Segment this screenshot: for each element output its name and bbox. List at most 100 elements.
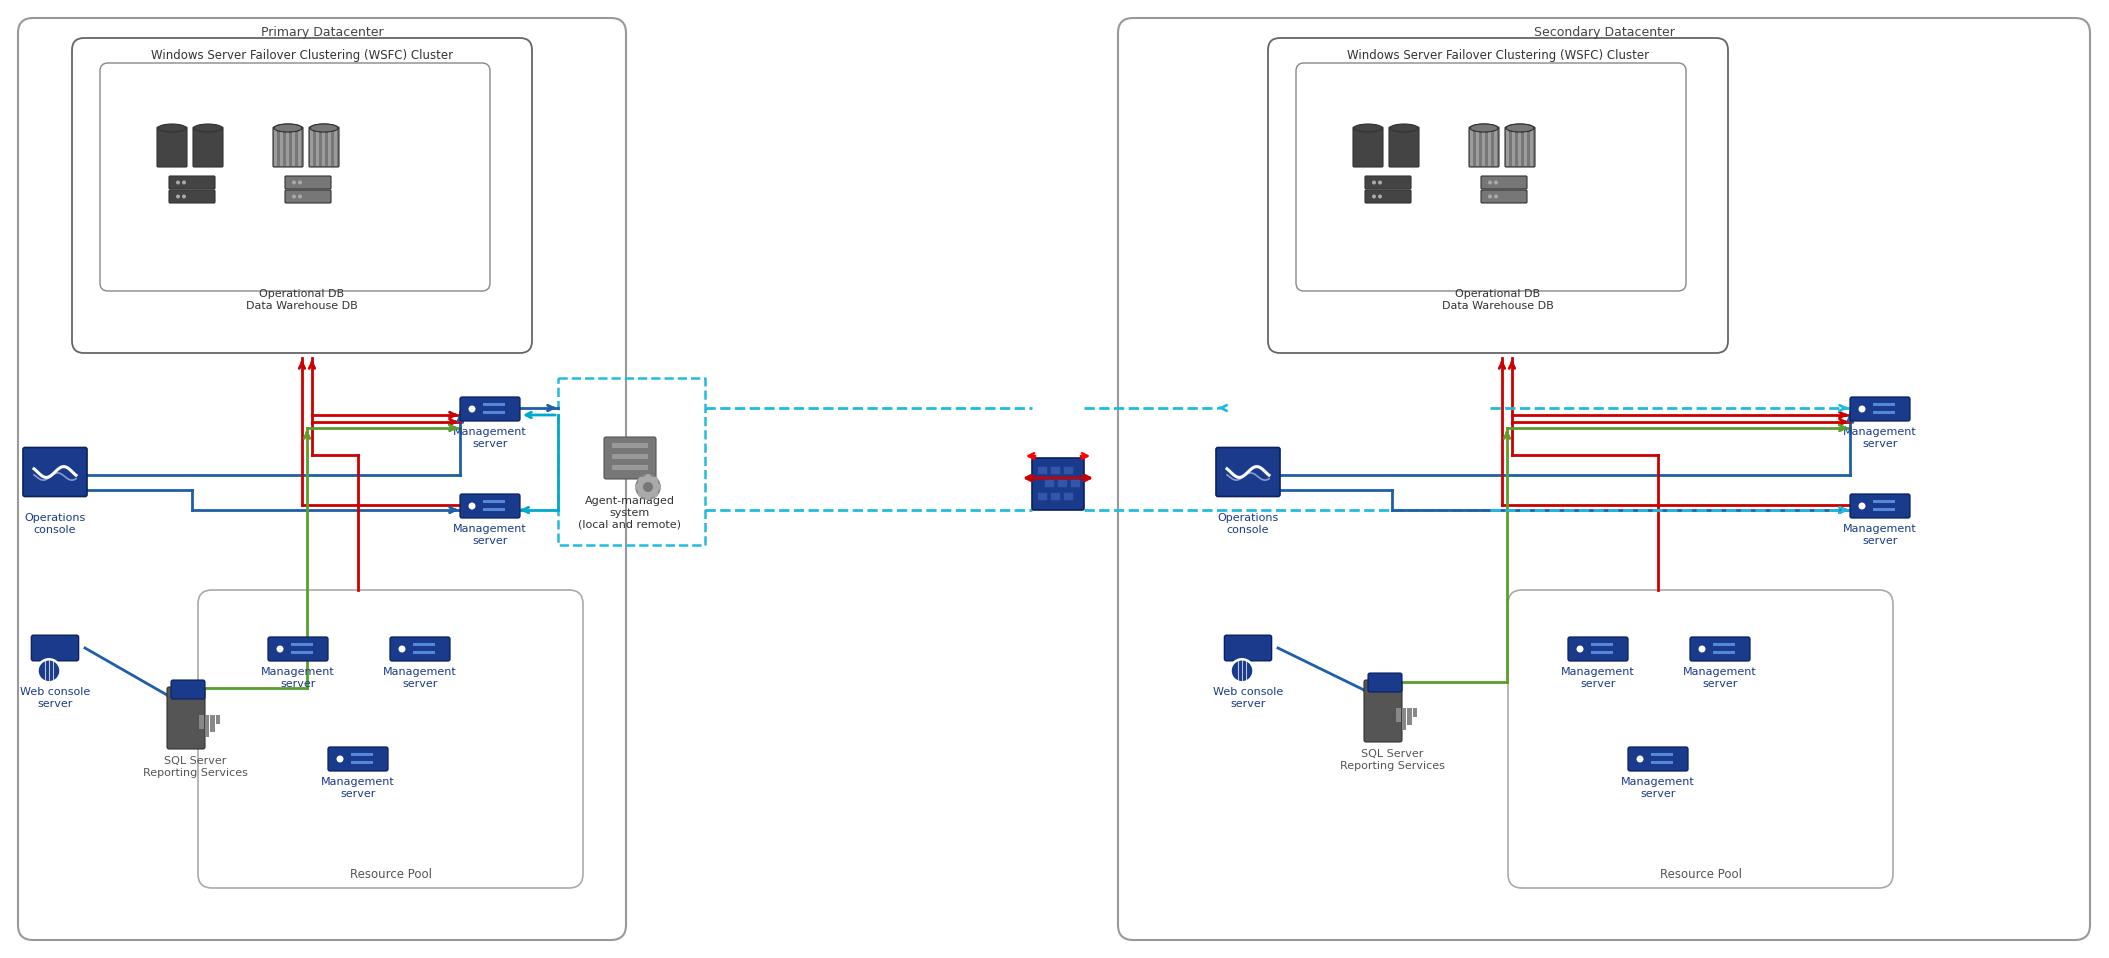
Bar [1407, 708, 1411, 725]
Bar [483, 411, 504, 414]
Bar [1651, 761, 1672, 764]
Circle shape [643, 482, 654, 492]
Circle shape [38, 659, 61, 682]
Ellipse shape [1506, 124, 1533, 132]
Circle shape [1637, 756, 1643, 763]
FancyBboxPatch shape [603, 437, 656, 479]
Circle shape [337, 756, 344, 763]
Bar [1044, 479, 1054, 487]
Bar [483, 403, 504, 406]
Circle shape [1373, 180, 1375, 185]
FancyBboxPatch shape [1470, 127, 1499, 167]
Bar [1713, 643, 1736, 646]
Bar [198, 715, 202, 729]
Bar [215, 715, 219, 724]
Text: Management
server: Management server [1622, 777, 1696, 799]
Circle shape [1858, 503, 1866, 510]
Circle shape [297, 194, 302, 198]
Text: Operational DB
Data Warehouse DB: Operational DB Data Warehouse DB [247, 289, 359, 310]
Circle shape [1373, 194, 1375, 198]
Bar [1402, 708, 1407, 730]
FancyBboxPatch shape [32, 635, 78, 661]
Circle shape [637, 491, 643, 497]
FancyBboxPatch shape [169, 190, 215, 203]
Bar [280, 128, 283, 166]
Ellipse shape [1470, 124, 1497, 132]
Circle shape [652, 477, 658, 483]
Circle shape [175, 180, 179, 185]
FancyBboxPatch shape [1628, 747, 1687, 771]
FancyBboxPatch shape [285, 176, 331, 189]
Bar [310, 128, 312, 166]
Circle shape [645, 494, 652, 500]
FancyBboxPatch shape [1850, 397, 1911, 421]
Circle shape [175, 194, 179, 198]
Bar [1873, 411, 1896, 414]
Bar [274, 128, 276, 166]
Bar [1590, 643, 1613, 646]
Circle shape [1493, 180, 1497, 185]
Circle shape [181, 194, 186, 198]
Text: Secondary Datacenter: Secondary Datacenter [1533, 26, 1675, 38]
Ellipse shape [274, 124, 302, 132]
Bar [1483, 128, 1485, 166]
Bar [333, 128, 337, 166]
FancyBboxPatch shape [310, 127, 340, 167]
Text: SQL Server
Reporting Services: SQL Server Reporting Services [1339, 749, 1445, 771]
Bar [1069, 479, 1080, 487]
Circle shape [637, 477, 643, 483]
Bar [291, 128, 295, 166]
Circle shape [645, 474, 652, 480]
FancyBboxPatch shape [460, 397, 521, 421]
Bar [1476, 128, 1478, 166]
FancyBboxPatch shape [1369, 673, 1402, 692]
FancyBboxPatch shape [272, 127, 304, 167]
FancyBboxPatch shape [329, 747, 388, 771]
Bar [1050, 492, 1061, 500]
Bar [1063, 466, 1073, 474]
Ellipse shape [158, 124, 186, 132]
Circle shape [1578, 646, 1584, 652]
Bar [1050, 466, 1061, 474]
Circle shape [656, 484, 660, 490]
Circle shape [1493, 194, 1497, 198]
FancyBboxPatch shape [1031, 458, 1084, 510]
Circle shape [399, 646, 405, 652]
Circle shape [1489, 194, 1491, 198]
Text: Management
server: Management server [1561, 667, 1634, 689]
Bar [612, 443, 647, 448]
Bar [1873, 403, 1896, 406]
Circle shape [1377, 194, 1381, 198]
Circle shape [181, 180, 186, 185]
FancyBboxPatch shape [460, 494, 521, 518]
FancyBboxPatch shape [156, 127, 188, 167]
FancyBboxPatch shape [1481, 176, 1527, 189]
Text: Operational DB
Data Warehouse DB: Operational DB Data Warehouse DB [1443, 289, 1554, 310]
FancyBboxPatch shape [285, 190, 331, 203]
Bar [287, 128, 289, 166]
Circle shape [637, 475, 660, 499]
Text: Management
server: Management server [1683, 667, 1757, 689]
Bar [1493, 128, 1497, 166]
Bar [1489, 128, 1491, 166]
Bar [1038, 492, 1046, 500]
Bar [1873, 508, 1896, 511]
FancyBboxPatch shape [1118, 18, 2090, 940]
Text: Operations
console: Operations console [25, 513, 86, 535]
Bar [1506, 128, 1510, 166]
Bar [413, 651, 434, 654]
Bar [1396, 708, 1400, 722]
Text: Management
server: Management server [1843, 524, 1917, 546]
Text: Management
server: Management server [262, 667, 335, 689]
FancyBboxPatch shape [169, 176, 215, 189]
Bar [1529, 128, 1533, 166]
FancyBboxPatch shape [194, 127, 224, 167]
Bar [1651, 753, 1672, 756]
Text: Management
server: Management server [453, 427, 527, 448]
Bar [1518, 128, 1521, 166]
Text: Management
server: Management server [1843, 427, 1917, 448]
Circle shape [1698, 646, 1706, 652]
Circle shape [291, 180, 295, 185]
Bar [1873, 500, 1896, 503]
FancyBboxPatch shape [1297, 63, 1685, 291]
